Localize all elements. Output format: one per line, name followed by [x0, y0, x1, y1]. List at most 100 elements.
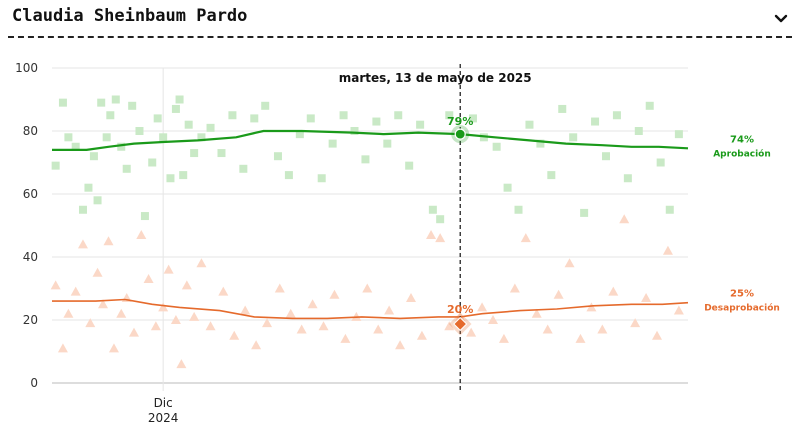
disapproval-poll-point: [143, 274, 154, 284]
approval-poll-point: [665, 205, 674, 214]
disapproval-poll-point: [229, 330, 240, 340]
approval-poll-point: [372, 117, 381, 126]
approval-poll-point: [295, 130, 304, 139]
disapproval-poll-point: [597, 324, 608, 334]
disapproval-poll-point: [262, 318, 273, 328]
disapproval-poll-point: [70, 286, 81, 296]
disapproval-poll-point: [520, 233, 531, 243]
disapproval-poll-point: [652, 330, 663, 340]
disapproval-poll-point: [307, 299, 318, 309]
disapproval-trend-line: [52, 298, 689, 320]
approval-trend-line: [52, 129, 689, 151]
series-end-value: 25%: [730, 289, 754, 300]
approval-poll-point: [228, 111, 237, 120]
chart-header: Claudia Sheinbaum Pardo: [0, 0, 800, 38]
disapproval-poll-point: [340, 333, 351, 343]
poll-points: [50, 95, 684, 369]
disapproval-poll-point: [575, 333, 586, 343]
approval-poll-point: [503, 183, 512, 192]
disapproval-poll-point: [553, 289, 564, 299]
disapproval-poll-point: [136, 229, 147, 239]
approval-poll-point: [197, 133, 206, 142]
hover-date: martes, 13 de mayo de 2025: [339, 71, 532, 85]
disapproval-poll-point: [435, 233, 446, 243]
disapproval-poll-point: [619, 214, 630, 224]
approval-poll-point: [361, 155, 370, 164]
disapproval-poll-point: [498, 333, 509, 343]
approval-poll-point: [175, 95, 184, 104]
disapproval-poll-point: [362, 283, 373, 293]
chevron-down-icon[interactable]: [772, 10, 790, 28]
approval-poll-point: [328, 139, 337, 148]
disapproval-poll-point: [296, 324, 307, 334]
approval-poll-point: [591, 117, 600, 126]
disapproval-poll-point: [662, 245, 673, 255]
disapproval-poll-point: [466, 327, 477, 337]
approval-poll-point: [536, 139, 545, 148]
disapproval-poll-point: [444, 321, 455, 331]
approval-poll-point: [140, 212, 149, 221]
approval-poll-point: [623, 174, 632, 183]
disapproval-poll-point: [158, 302, 169, 312]
disapproval-poll-point: [63, 308, 74, 318]
disapproval-poll-point: [196, 258, 207, 268]
disapproval-poll-point: [542, 324, 553, 334]
approval-poll-point: [153, 114, 162, 123]
approval-poll-point: [239, 164, 248, 173]
approval-poll-point: [468, 114, 477, 123]
disapproval-poll-point: [416, 330, 427, 340]
approval-poll-point: [135, 127, 144, 135]
approval-poll-point: [102, 133, 111, 142]
series-end-name: Desaprobación: [704, 303, 780, 314]
approval-poll-point: [645, 101, 654, 110]
approval-poll-point: [206, 123, 215, 132]
disapproval-poll-point: [129, 327, 140, 337]
disapproval-poll-point: [150, 321, 161, 331]
disapproval-poll-point: [318, 321, 329, 331]
disapproval-poll-point: [373, 324, 384, 334]
approval-poll-point: [93, 196, 102, 205]
disapproval-poll-point: [98, 299, 109, 309]
disapproval-poll-point: [426, 229, 437, 239]
approval-poll-point: [350, 127, 359, 135]
disapproval-poll-point: [189, 311, 200, 321]
y-tick-label: 20: [23, 313, 38, 327]
approval-poll-point: [184, 120, 193, 129]
disapproval-poll-point: [586, 302, 597, 312]
approval-poll-point: [111, 95, 120, 104]
disapproval-hover-value: 20%: [447, 303, 473, 316]
disapproval-poll-point: [477, 302, 488, 312]
grid: [52, 67, 688, 391]
approval-poll-point: [394, 111, 403, 120]
disapproval-poll-point: [329, 289, 340, 299]
approval-poll-point: [525, 120, 534, 129]
approval-poll-point: [106, 111, 115, 120]
disapproval-poll-point: [274, 283, 285, 293]
disapproval-poll-point: [285, 308, 296, 318]
disapproval-poll-point: [103, 236, 114, 246]
disapproval-poll-point: [176, 359, 187, 369]
hover-annotation[interactable]: martes, 13 de mayo de 2025 79% 20%: [339, 64, 532, 391]
approval-poll-point: [436, 215, 445, 224]
approval-poll-point: [569, 133, 578, 142]
approval-poll-point: [128, 101, 137, 110]
disapproval-poll-point: [163, 264, 174, 274]
approval-poll-point: [445, 111, 454, 120]
series-end-value: 74%: [730, 134, 754, 145]
approval-poll-point: [547, 171, 556, 180]
disapproval-poll-point: [608, 286, 619, 296]
disapproval-poll-point: [205, 321, 216, 331]
disapproval-poll-point: [50, 280, 61, 290]
approval-poll-point: [71, 142, 80, 151]
series-end-labels: 74% Aprobación 25% Desaprobación: [704, 134, 780, 313]
disapproval-poll-point: [85, 318, 96, 328]
approval-poll-point: [634, 127, 643, 135]
approval-poll-point: [580, 208, 589, 217]
trend-lines: [52, 129, 689, 320]
disapproval-poll-point: [57, 343, 68, 353]
approval-poll-point: [166, 174, 175, 183]
approval-poll-point: [217, 149, 226, 158]
disapproval-poll-point: [673, 305, 684, 315]
